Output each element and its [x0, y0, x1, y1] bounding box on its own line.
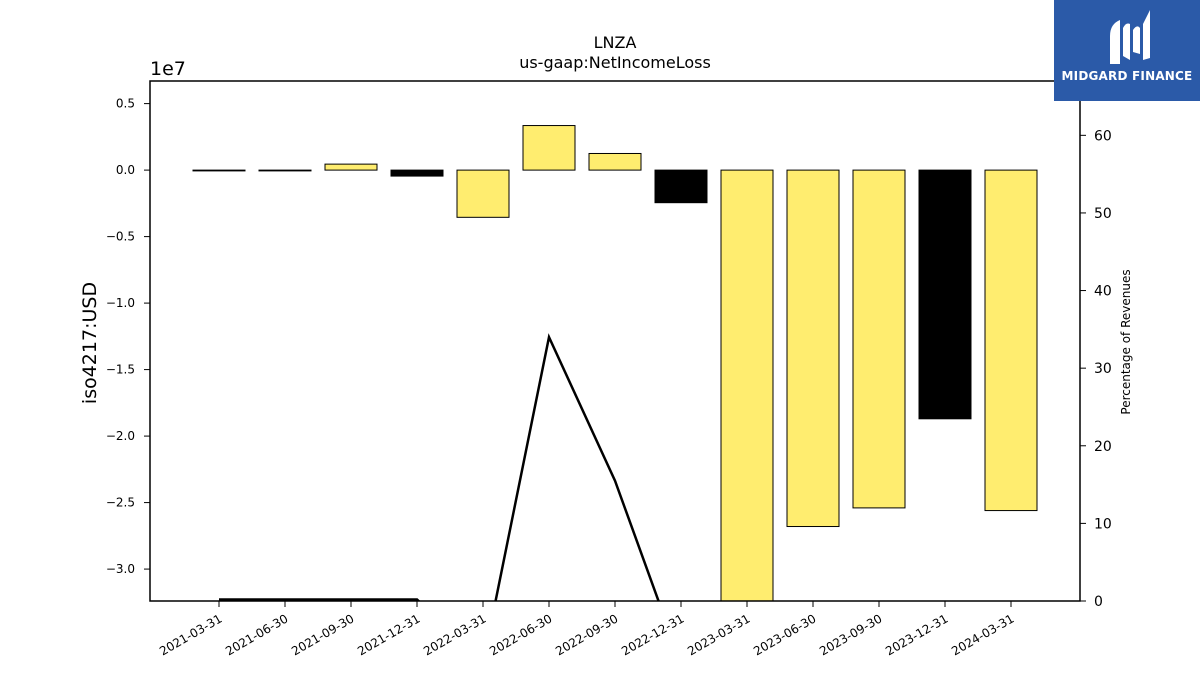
y2-tick-label: 10	[1094, 516, 1112, 532]
bar-2022-12-31	[654, 169, 708, 204]
y-tick-label: −2.0	[106, 429, 135, 443]
y-multiplier-label: 1e7	[150, 58, 186, 80]
y2-tick-label: 50	[1094, 206, 1112, 222]
bar-2024-03-31	[984, 169, 1038, 512]
y2-tick-label: 60	[1094, 128, 1112, 144]
y2-tick-label: 20	[1094, 439, 1112, 455]
midgard-logo-icon	[1110, 10, 1150, 64]
y-tick-label: 0.0	[116, 163, 135, 177]
logo-text: MIDGARD FINANCE	[1061, 69, 1193, 83]
bar-2023-03-31	[720, 169, 774, 602]
x-tick-label: 2023-03-31	[685, 611, 752, 658]
x-tick-label: 2023-12-31	[883, 611, 950, 658]
y2-tick-label: 30	[1094, 361, 1112, 377]
bar-2023-06-30	[786, 169, 840, 528]
bar-2023-09-30	[852, 169, 906, 509]
y2-axis-label: Percentage of Revenues	[1119, 269, 1133, 414]
x-tick-label: 2022-06-30	[487, 611, 554, 658]
x-tick-label: 2021-12-31	[355, 611, 422, 658]
y2-tick-label: 0	[1094, 594, 1103, 610]
x-tick-label: 2021-03-31	[157, 611, 224, 658]
bar-2021-03-31	[192, 169, 246, 172]
bar-2022-09-30	[588, 152, 642, 171]
y-tick-label: −2.5	[106, 496, 135, 510]
x-tick-label: 2022-12-31	[619, 611, 686, 658]
x-tick-label: 2022-09-30	[553, 611, 620, 658]
y-axis-label: iso4217:USD	[79, 282, 101, 404]
x-tick-label: 2021-09-30	[289, 611, 356, 658]
bar-2022-06-30	[522, 125, 576, 171]
x-tick-label: 2023-06-30	[751, 611, 818, 658]
y-tick-label: −1.5	[106, 363, 135, 377]
y-tick-label: 0.5	[116, 97, 135, 111]
y-tick-label: −3.0	[106, 562, 135, 576]
midgard-finance-logo: MIDGARD FINANCE	[1054, 0, 1200, 101]
bar-2023-12-31	[918, 169, 972, 420]
percentage-of-revenues-line	[219, 333, 660, 601]
x-tick-label: 2023-09-30	[817, 611, 884, 658]
y2-tick-label: 40	[1094, 284, 1112, 300]
bar-2021-06-30	[258, 169, 312, 172]
chart-subtitle: us-gaap:NetIncomeLoss	[519, 53, 711, 72]
y-tick-label: −1.0	[106, 296, 135, 310]
chart-title: LNZA	[594, 33, 637, 52]
y-tick-label: −0.5	[106, 230, 135, 244]
x-tick-label: 2021-06-30	[223, 611, 290, 658]
bar-2021-09-30	[324, 163, 378, 171]
bar-2022-03-31	[456, 169, 510, 218]
bar-2021-12-31	[390, 169, 444, 177]
plot-frame	[149, 80, 1081, 602]
x-tick-label: 2022-03-31	[421, 611, 488, 658]
x-tick-label: 2024-03-31	[949, 611, 1016, 658]
